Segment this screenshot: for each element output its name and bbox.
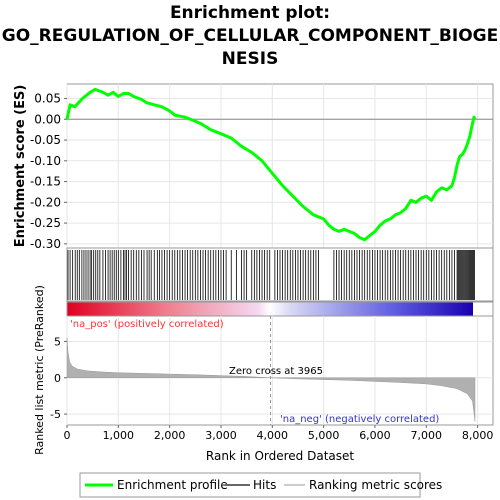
es-y-tick-label: -0.15: [30, 175, 61, 189]
title-line-2: GO_REGULATION_OF_CELLULAR_COMPONENT_BIOG…: [1, 26, 499, 46]
es-y-tick-label: -0.20: [30, 195, 61, 209]
ranked-panel-frame: [66, 315, 494, 426]
legend-label-ranking: Ranking metric scores: [309, 478, 442, 492]
x-tick-label: 0: [64, 429, 71, 442]
ranking-metric-area: [66, 337, 476, 422]
es-y-tick-label: -0.25: [30, 216, 61, 230]
x-tick-label: 4,000: [257, 429, 289, 442]
x-axis-label: Rank in Ordered Dataset: [206, 449, 354, 463]
pos-correlated-label: 'na_pos' (positively correlated): [70, 319, 224, 330]
x-tick-label: 5,000: [308, 429, 340, 442]
x-tick-label: 6,000: [359, 429, 391, 442]
x-axis-ticks: 0 1,000 2,000 3,000 4,000 5,000 6,000 7,000 8,00…: [64, 425, 494, 442]
legend-label-hits: Hits: [253, 478, 276, 492]
enrichment-profile-line: [65, 87, 477, 242]
es-profile-layer: [65, 87, 477, 242]
ranked-y-tick-label: 5: [54, 335, 61, 348]
chart-title: Enrichment plot: GO_REGULATION_OF_CELLUL…: [0, 2, 500, 71]
rank-color-bar: [67, 302, 473, 316]
neg-correlated-label: 'na_neg' (negatively correlated): [280, 414, 439, 425]
legend-label-enrichment: Enrichment profile: [117, 478, 228, 492]
es-y-axis-label: Enrichment score (ES): [13, 85, 28, 248]
es-y-tick-label: -0.10: [30, 154, 61, 168]
es-y-tick-label: -0.05: [30, 133, 61, 147]
x-tick-label: 3,000: [205, 429, 237, 442]
title-line-3: NESIS: [221, 49, 279, 69]
ranked-y-ticks: 5 0 -5: [50, 335, 67, 421]
es-y-tick-label: 0.00: [34, 112, 61, 126]
ranked-metric-layer: [66, 337, 476, 422]
x-tick-label: 8,000: [462, 429, 494, 442]
title-line-1: Enrichment plot:: [169, 3, 331, 23]
ranked-y-axis-label: Ranked list metric (PreRanked): [33, 285, 46, 455]
es-y-tick-label: -0.30: [30, 237, 61, 251]
es-y-ticks: 0.05 0.00 -0.05 -0.10 -0.15 -0.20 -0.25 -0.30: [30, 92, 67, 251]
ranked-y-tick-label: 0: [54, 372, 61, 385]
es-y-tick-label: 0.05: [34, 92, 61, 106]
zero-cross-label: Zero cross at 3965: [229, 366, 323, 377]
es-panel-frame: [66, 83, 494, 249]
x-tick-label: 2,000: [154, 429, 186, 442]
hits-layer: [67, 250, 475, 300]
ranked-y-tick-label: -5: [50, 408, 61, 421]
x-tick-label: 7,000: [411, 429, 443, 442]
x-tick-label: 1,000: [103, 429, 135, 442]
